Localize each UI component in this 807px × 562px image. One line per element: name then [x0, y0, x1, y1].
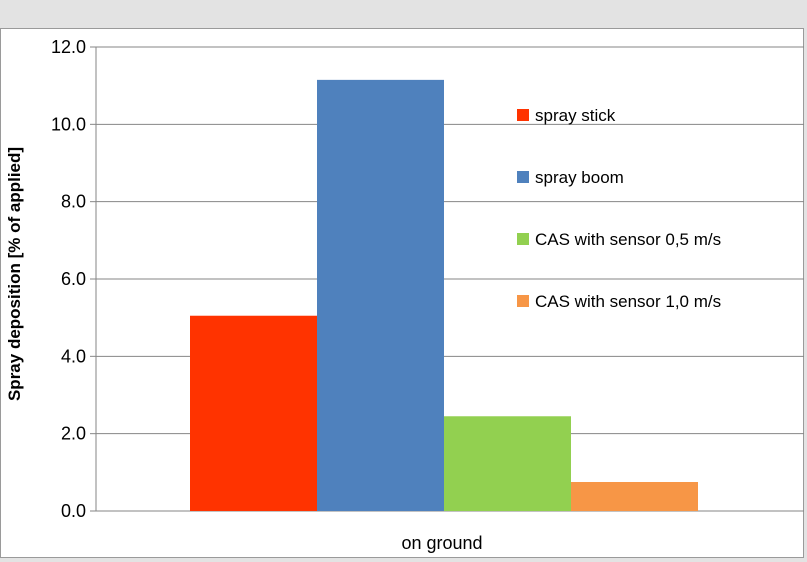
bar-2 [317, 79, 444, 511]
y-tick-label: 0.0 [61, 501, 86, 521]
y-axis-label: Spray deposition [% of applied] [5, 147, 24, 401]
y-tick-label: 10.0 [51, 114, 86, 134]
bars [190, 79, 698, 511]
y-tick-label: 12.0 [51, 37, 86, 57]
legend-label: CAS with sensor 1,0 m/s [535, 292, 721, 311]
y-tick-label: 6.0 [61, 269, 86, 289]
bar-1 [190, 315, 317, 511]
legend: spray stick spray boom CAS with sensor 0,5… [517, 106, 721, 311]
bar-3 [444, 416, 571, 511]
x-tick-label: on ground [401, 533, 482, 553]
y-tick-label: 4.0 [61, 346, 86, 366]
y-tick-label: 8.0 [61, 192, 86, 212]
legend-swatch [517, 233, 529, 245]
y-tick-labels: 0.0 2.0 4.0 6.0 8.0 10.0 12.0 [51, 37, 86, 521]
y-tick-label: 2.0 [61, 424, 86, 444]
legend-swatch [517, 295, 529, 307]
legend-label: spray stick [535, 106, 616, 125]
legend-label: CAS with sensor 0,5 m/s [535, 230, 721, 249]
legend-label: spray boom [535, 168, 624, 187]
legend-swatch [517, 109, 529, 121]
legend-swatch [517, 171, 529, 183]
bar-4 [571, 482, 698, 511]
x-axis: on ground [95, 47, 483, 553]
